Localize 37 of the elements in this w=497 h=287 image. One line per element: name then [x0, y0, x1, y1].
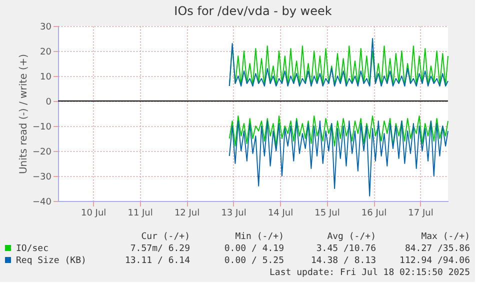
y-tick-label: 10	[40, 72, 52, 82]
y-axis-title: Units read (-) / write (+)	[18, 54, 30, 174]
x-tick-label: 16 Jul	[361, 208, 387, 218]
text: Last update: Fri Jul 18 02:15:50 2025	[270, 268, 470, 278]
legend-label: IO/sec	[16, 244, 49, 254]
x-tick-label: 15 Jul	[314, 208, 340, 218]
y-tick-label: −20	[32, 148, 52, 158]
y-tick-label: 20	[40, 48, 52, 58]
chart-title: IOs for /dev/vda - by week	[174, 4, 332, 18]
text: Min (-/+)	[235, 232, 284, 242]
text: Max (-/+)	[421, 232, 470, 242]
line-series	[228, 38, 448, 86]
text: 84.27 /35.86	[404, 244, 470, 254]
x-tick-label: 17 Jul	[408, 208, 434, 218]
text: 0.00 / 5.25	[224, 256, 284, 266]
x-tick-label: 14 Jul	[268, 208, 294, 218]
text: 3.45 /10.76	[316, 244, 376, 254]
text: Avg (-/+)	[327, 232, 376, 242]
y-tick-label: −40	[32, 198, 52, 208]
x-tick-label: 13 Jul	[221, 208, 246, 218]
x-tick-label: 10 Jul	[80, 208, 106, 218]
y-tick-label: 30	[40, 22, 52, 32]
x-tick-label: 12 Jul	[174, 208, 200, 218]
line-series	[228, 120, 448, 196]
text: 14.38 / 8.13	[310, 256, 376, 266]
y-tick-label: −10	[32, 122, 52, 132]
text: Cur (-/+)	[141, 232, 190, 242]
text: 13.11 / 6.14	[124, 256, 190, 266]
line-series	[228, 46, 448, 86]
text: 7.57m/ 6.29	[130, 244, 190, 254]
x-tick-label: 11 Jul	[128, 208, 153, 218]
text: 112.94 /94.06	[400, 256, 470, 266]
legend-label: Req Size (KB)	[16, 256, 86, 266]
line-series	[228, 116, 448, 146]
text: 0.00 / 4.19	[224, 244, 284, 254]
y-tick-label: 0	[46, 98, 52, 108]
y-tick-label: −30	[32, 172, 52, 182]
